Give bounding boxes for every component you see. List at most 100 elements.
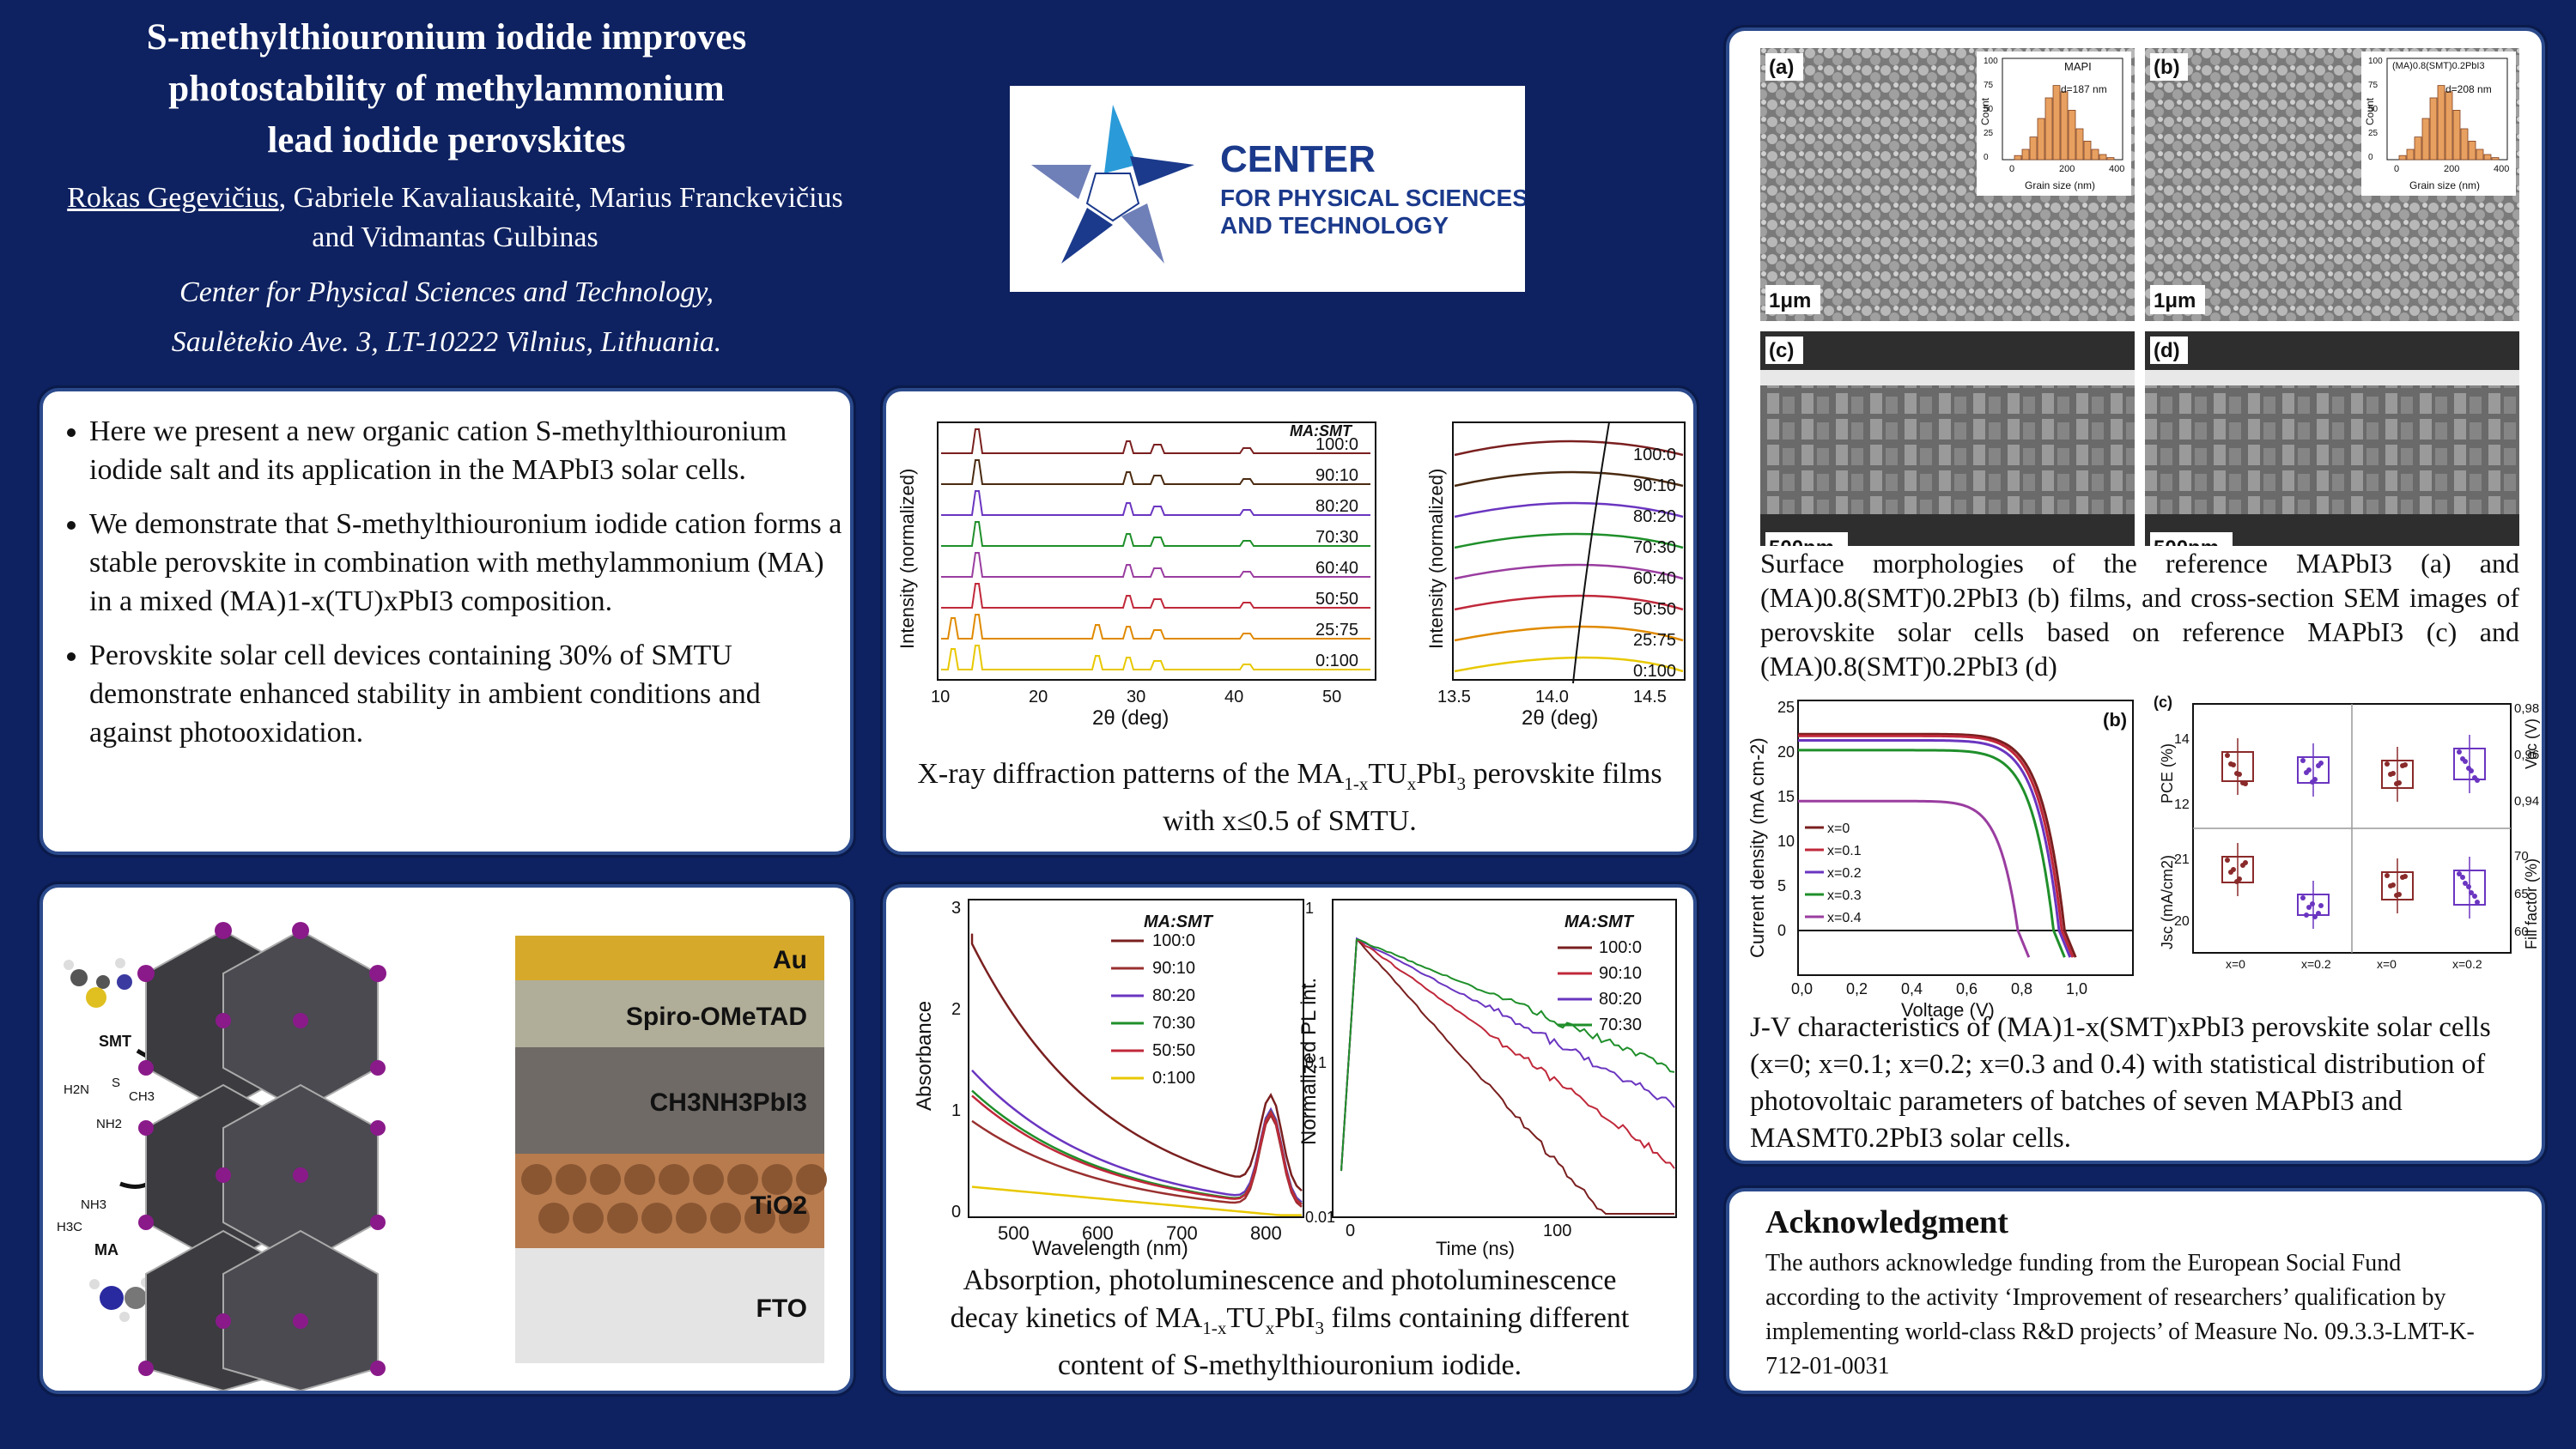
- stats-point: [2385, 873, 2390, 878]
- abs-legend-label: 70:30: [1152, 1014, 1195, 1033]
- inset-ytick: 0: [2368, 153, 2373, 162]
- jv-ytick: 25: [1777, 699, 1795, 716]
- structure-figure: SMT H2N S CH3 NH2 NH3 H3C MA: [43, 888, 850, 1391]
- histogram-bar: [2030, 137, 2037, 160]
- abs-legend-title: MA:SMT: [1144, 912, 1214, 931]
- ff-tick: 70: [2514, 849, 2529, 864]
- scalebar-a: 1μm: [1769, 289, 1811, 312]
- voc-tick: 0,98: [2514, 701, 2539, 716]
- presenter-name: Rokas Gegevičius: [67, 182, 278, 214]
- xrd-peak-shift-line: [1573, 422, 1609, 683]
- histogram-bar: [2399, 155, 2406, 160]
- pl-legend-label: 80:20: [1599, 990, 1642, 1009]
- xrd-zoom-xtick: 14.5: [1633, 688, 1667, 706]
- pce-tick: 14: [2174, 732, 2190, 747]
- affiliation: Center for Physical Sciences and Technol…: [17, 268, 876, 367]
- jv-xtick: 1,0: [2066, 980, 2087, 997]
- ma-molecule-icon: [89, 1277, 151, 1322]
- abs-xtick: 500: [998, 1222, 1030, 1244]
- layer-fto: FTO: [756, 1294, 807, 1323]
- xrd-trace: [941, 460, 1370, 484]
- stats-point: [2316, 763, 2321, 768]
- ff-tick: 60: [2514, 925, 2529, 939]
- pl-legend-title: MA:SMT: [1564, 912, 1635, 931]
- smt-formula-h2n: H2N: [64, 1082, 89, 1097]
- histogram-bar: [2038, 118, 2044, 160]
- smt-formula-ch3: CH3: [129, 1089, 155, 1104]
- jv-xtick: 0,0: [1791, 980, 1813, 997]
- xrd-zoom-ratio-label: 60:40: [1633, 569, 1676, 588]
- xrd-ratio-label: 70:30: [1315, 528, 1358, 547]
- abs-ytick: 0: [951, 1203, 961, 1222]
- stats-point: [2460, 756, 2465, 761]
- scalebar-c: 500nm: [1769, 537, 1834, 546]
- jv-xtick: 0,6: [1956, 980, 1978, 997]
- stats-group-label: x=0: [2377, 957, 2397, 971]
- pl-ytick: 0.1: [1305, 1054, 1327, 1071]
- xrd-caption: X-ray diffraction patterns of the MA1-xT…: [898, 755, 1681, 840]
- stats-point: [2300, 758, 2306, 763]
- abs-ytick: 2: [951, 1000, 961, 1019]
- xrd-xlabel-zoom: 2θ (deg): [1522, 706, 1598, 730]
- histogram-bar: [2484, 155, 2491, 160]
- histogram-bar: [2014, 155, 2021, 160]
- histogram-bar: [2492, 158, 2499, 160]
- xrd-trace: [941, 491, 1370, 515]
- histogram-bar: [2022, 149, 2029, 160]
- sem-label-d: (d): [2154, 339, 2180, 362]
- coauthors-line2: and Vidmantas Gulbinas: [312, 221, 598, 253]
- jv-xtick: 0,4: [1901, 980, 1923, 997]
- xrd-trace: [941, 584, 1370, 608]
- stats-point: [2388, 772, 2393, 777]
- structure-panel: SMT H2N S CH3 NH2 NH3 H3C MA: [39, 884, 854, 1394]
- histogram-bar: [2469, 141, 2476, 160]
- stats-panel-label: (c): [2154, 694, 2172, 711]
- xrd-ratio-label: 80:20: [1315, 497, 1358, 516]
- abs-curve: [972, 1187, 1302, 1216]
- abs-ytick: 1: [951, 1101, 961, 1120]
- stats-point: [2316, 911, 2321, 916]
- xrd-zoom-ratio-label: 0:100: [1633, 662, 1676, 681]
- histogram-bar: [2084, 141, 2091, 160]
- inset-ytick: 25: [2368, 129, 2379, 138]
- pl-ytick: 0.01: [1305, 1209, 1335, 1226]
- inset-xtick: 0: [2394, 164, 2399, 174]
- poster-title: S-methylthiouronium iodide improves phot…: [34, 12, 859, 167]
- abs-xtick: 700: [1166, 1222, 1198, 1244]
- jsc-label: Jsc (mA/cm2): [2159, 855, 2176, 949]
- inset-ytick: 25: [1984, 129, 1994, 138]
- stats-point: [2388, 883, 2393, 888]
- ack-heading: Acknowledgment: [1765, 1203, 2008, 1241]
- optical-panel: Absorbance Wavelength (nm) Normalized PL…: [883, 884, 1697, 1394]
- stats-point: [2475, 900, 2480, 905]
- layer-au: Au: [773, 946, 807, 974]
- xrd-xtick: 20: [1029, 688, 1048, 706]
- stats-point: [2304, 912, 2309, 918]
- histogram-inset-a: 0 200 4001007550250 MAPI d=187 nm Grain si…: [1977, 52, 2131, 196]
- sem-images: (a) (b) (c) (d) 1μm 1μm 500nm 500nm 0200…: [1729, 31, 2542, 546]
- intro-panel: Here we present a new organic cation S-m…: [39, 388, 854, 855]
- xrd-chart: Intensity (normalized) Intensity (normal…: [886, 391, 1693, 735]
- stats-point: [2234, 879, 2239, 884]
- xrd-zoom-ratio-label: 90:10: [1633, 476, 1676, 495]
- smt-formula-s: S: [112, 1076, 120, 1090]
- xrd-trace: [941, 615, 1370, 639]
- ma-formula-h3c: H3C: [57, 1220, 82, 1234]
- inset-xtick: 0: [2009, 164, 2014, 174]
- abs-curve: [972, 934, 1302, 1191]
- jv-caption: J-V characteristics of (MA)1-x(SMT)xPbI3…: [1750, 1009, 2523, 1157]
- histogram-bar: [2061, 92, 2068, 160]
- xrd-trace: [941, 553, 1370, 577]
- xrd-panel: Intensity (normalized) Intensity (normal…: [883, 388, 1697, 855]
- stats-point: [2225, 858, 2230, 863]
- jsc-tick: 21: [2174, 852, 2190, 867]
- sem-caption: Surface morphologies of the reference MA…: [1760, 546, 2519, 683]
- layer-spiro: Spiro-OMeTAD: [626, 1003, 807, 1031]
- device-stack: Au Spiro-OMeTAD CH3NH3PbI3 TiO2 FTO: [515, 936, 827, 1363]
- perovskite-octahedra-icon: [146, 931, 378, 1391]
- histogram-bar: [2407, 149, 2414, 160]
- smt-label: SMT: [99, 1033, 131, 1050]
- stats-point: [2304, 770, 2309, 775]
- histogram-bar: [2453, 110, 2460, 160]
- logo-line2: FOR PHYSICAL SCIENCES: [1220, 185, 1525, 211]
